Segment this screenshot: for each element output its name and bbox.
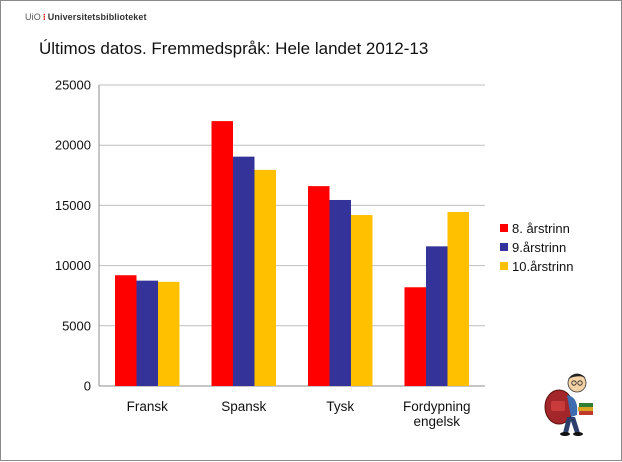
legend-swatch bbox=[500, 243, 508, 251]
y-tick-label: 5000 bbox=[62, 318, 91, 333]
y-tick-label: 15000 bbox=[55, 198, 91, 213]
x-tick-label: Tysk bbox=[326, 399, 354, 414]
bar bbox=[351, 215, 373, 386]
legend-swatch bbox=[500, 262, 508, 270]
bar bbox=[233, 157, 255, 386]
bar bbox=[158, 282, 180, 386]
x-tick-label: Fordypning bbox=[403, 399, 471, 414]
y-tick-label: 20000 bbox=[55, 138, 91, 153]
legend-label: 10.årstrinn bbox=[512, 259, 573, 274]
bar bbox=[308, 186, 330, 386]
bar bbox=[405, 287, 427, 386]
bar bbox=[137, 281, 159, 386]
legend-label: 8. årstrinn bbox=[512, 221, 570, 236]
y-tick-labels: 0 5000 10000 15000 20000 25000 bbox=[55, 78, 91, 394]
bar bbox=[212, 121, 234, 386]
legend-swatch bbox=[500, 224, 508, 232]
y-tick-label: 0 bbox=[84, 379, 91, 394]
y-tick-label: 10000 bbox=[55, 258, 91, 273]
bar bbox=[115, 275, 137, 386]
bar bbox=[426, 246, 448, 386]
legend-label: 9.årstrinn bbox=[512, 240, 566, 255]
y-tick-label: 25000 bbox=[55, 78, 91, 93]
x-tick-label: engelsk bbox=[413, 414, 460, 429]
bar bbox=[330, 200, 352, 386]
bars bbox=[115, 121, 469, 386]
student-mascot-icon bbox=[537, 367, 597, 439]
x-tick-label: Fransk bbox=[127, 399, 169, 414]
legend: 8. årstrinn 9.årstrinn 10.årstrinn bbox=[500, 221, 573, 274]
bar bbox=[448, 212, 470, 386]
bar bbox=[255, 170, 277, 386]
x-tick-label: Spansk bbox=[221, 399, 266, 414]
